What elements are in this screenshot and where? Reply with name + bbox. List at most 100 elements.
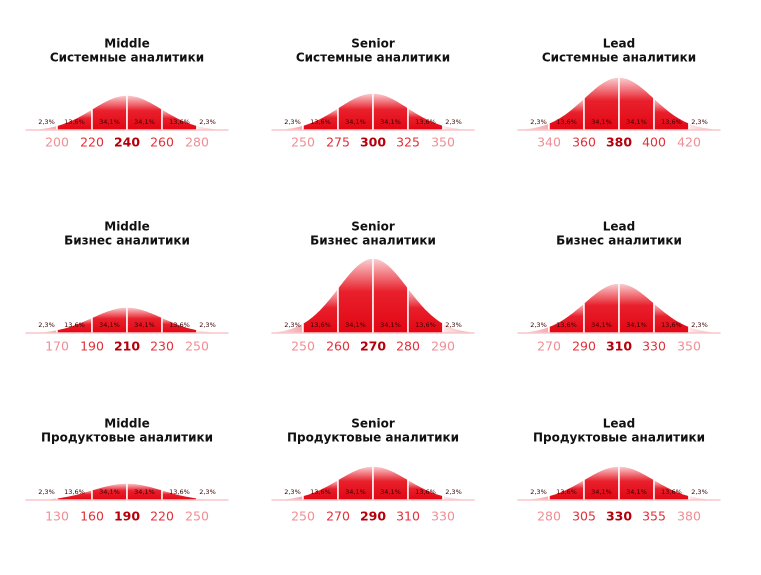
- segment-label: 13,6%: [310, 118, 331, 126]
- segment-label: 13,6%: [415, 321, 436, 329]
- segment: [126, 482, 163, 501]
- segment: [442, 494, 476, 501]
- segment: [407, 478, 444, 501]
- x-tick-label: 310: [396, 509, 420, 524]
- panel-title: Middle: [104, 417, 150, 431]
- segment: [56, 316, 93, 334]
- x-tick-label: 360: [572, 135, 596, 150]
- panel-subtitle: Системные аналитики: [542, 51, 696, 65]
- x-tick-label: 290: [360, 509, 386, 524]
- segment-label: 13,6%: [64, 321, 85, 329]
- segment: [618, 76, 655, 131]
- segment: [548, 301, 585, 334]
- segment-label: 2,3%: [691, 488, 708, 496]
- segment-label: 34,1%: [380, 321, 401, 329]
- segment-label: 2,3%: [38, 321, 55, 329]
- x-tick-label: 310: [606, 339, 632, 354]
- x-tick-label: 380: [677, 509, 701, 524]
- segment-label: 34,1%: [380, 118, 401, 126]
- x-tick-label: 330: [431, 509, 455, 524]
- x-tick-label: 420: [677, 135, 701, 150]
- segment: [583, 76, 620, 131]
- x-tick-label: 330: [642, 339, 666, 354]
- segment-label: 13,6%: [415, 118, 436, 126]
- segment: [196, 124, 230, 131]
- segment: [126, 306, 163, 334]
- panel-subtitle: Продуктовые аналитики: [533, 431, 705, 445]
- segment: [548, 96, 585, 131]
- x-tick-label: 170: [45, 339, 69, 354]
- panel-title: Senior: [351, 220, 395, 234]
- segment: [302, 106, 339, 131]
- panel-title: Middle: [104, 37, 150, 51]
- panel-subtitle: Бизнес аналитики: [64, 234, 190, 248]
- x-tick-label: 250: [291, 509, 315, 524]
- segment-label: 13,6%: [64, 488, 85, 496]
- segment-label: 13,6%: [169, 118, 190, 126]
- x-tick-label: 200: [45, 135, 69, 150]
- x-tick-label: 350: [431, 135, 455, 150]
- segment-label: 2,3%: [284, 118, 301, 126]
- x-tick-label: 275: [326, 135, 350, 150]
- segment: [688, 121, 722, 131]
- x-tick-label: 280: [185, 135, 209, 150]
- segment: [583, 282, 620, 334]
- segment-label: 34,1%: [134, 321, 155, 329]
- x-tick-label: 130: [45, 509, 69, 524]
- x-tick-label: 270: [537, 339, 561, 354]
- segment-label: 2,3%: [445, 488, 462, 496]
- segment: [270, 321, 304, 334]
- segment: [337, 465, 374, 501]
- segment: [302, 285, 339, 334]
- segment-label: 13,6%: [169, 321, 190, 329]
- segment: [548, 478, 585, 501]
- panel-title: Senior: [351, 417, 395, 431]
- segment-label: 13,6%: [556, 488, 577, 496]
- segment: [653, 301, 690, 334]
- segment: [407, 285, 444, 334]
- segment-label: 34,1%: [134, 488, 155, 496]
- segment: [516, 494, 550, 501]
- x-tick-label: 355: [642, 509, 666, 524]
- segment: [24, 124, 58, 131]
- x-tick-label: 380: [606, 135, 632, 150]
- panel-subtitle: Продуктовые аналитики: [287, 431, 459, 445]
- segment: [688, 325, 722, 334]
- panel-subtitle: Бизнес аналитики: [556, 234, 682, 248]
- x-tick-label: 190: [114, 509, 140, 524]
- segment-label: 2,3%: [530, 321, 547, 329]
- segment-label: 34,1%: [345, 118, 366, 126]
- segment: [270, 124, 304, 131]
- x-tick-label: 330: [606, 509, 632, 524]
- segment-label: 34,1%: [99, 488, 120, 496]
- segment-label: 34,1%: [380, 488, 401, 496]
- segment-label: 34,1%: [626, 488, 647, 496]
- segment-label: 2,3%: [445, 321, 462, 329]
- panel-subtitle: Продуктовые аналитики: [41, 431, 213, 445]
- x-tick-label: 300: [360, 135, 386, 150]
- segment-label: 34,1%: [591, 488, 612, 496]
- segment: [196, 328, 230, 334]
- segment-label: 13,6%: [310, 321, 331, 329]
- segment-label: 13,6%: [64, 118, 85, 126]
- segment-label: 2,3%: [691, 118, 708, 126]
- segment: [688, 494, 722, 501]
- panel-subtitle: Системные аналитики: [50, 51, 204, 65]
- x-tick-label: 250: [291, 135, 315, 150]
- segment: [653, 96, 690, 131]
- x-tick-label: 250: [291, 339, 315, 354]
- segment-label: 2,3%: [530, 118, 547, 126]
- segment: [372, 257, 409, 334]
- segment-label: 34,1%: [345, 321, 366, 329]
- segment: [126, 94, 163, 131]
- segment: [516, 121, 550, 131]
- segment: [583, 465, 620, 501]
- x-tick-label: 350: [677, 339, 701, 354]
- segment-label: 34,1%: [591, 321, 612, 329]
- x-tick-label: 290: [572, 339, 596, 354]
- x-tick-label: 305: [572, 509, 596, 524]
- x-tick-label: 230: [150, 339, 174, 354]
- segment: [442, 124, 476, 131]
- segment: [302, 478, 339, 501]
